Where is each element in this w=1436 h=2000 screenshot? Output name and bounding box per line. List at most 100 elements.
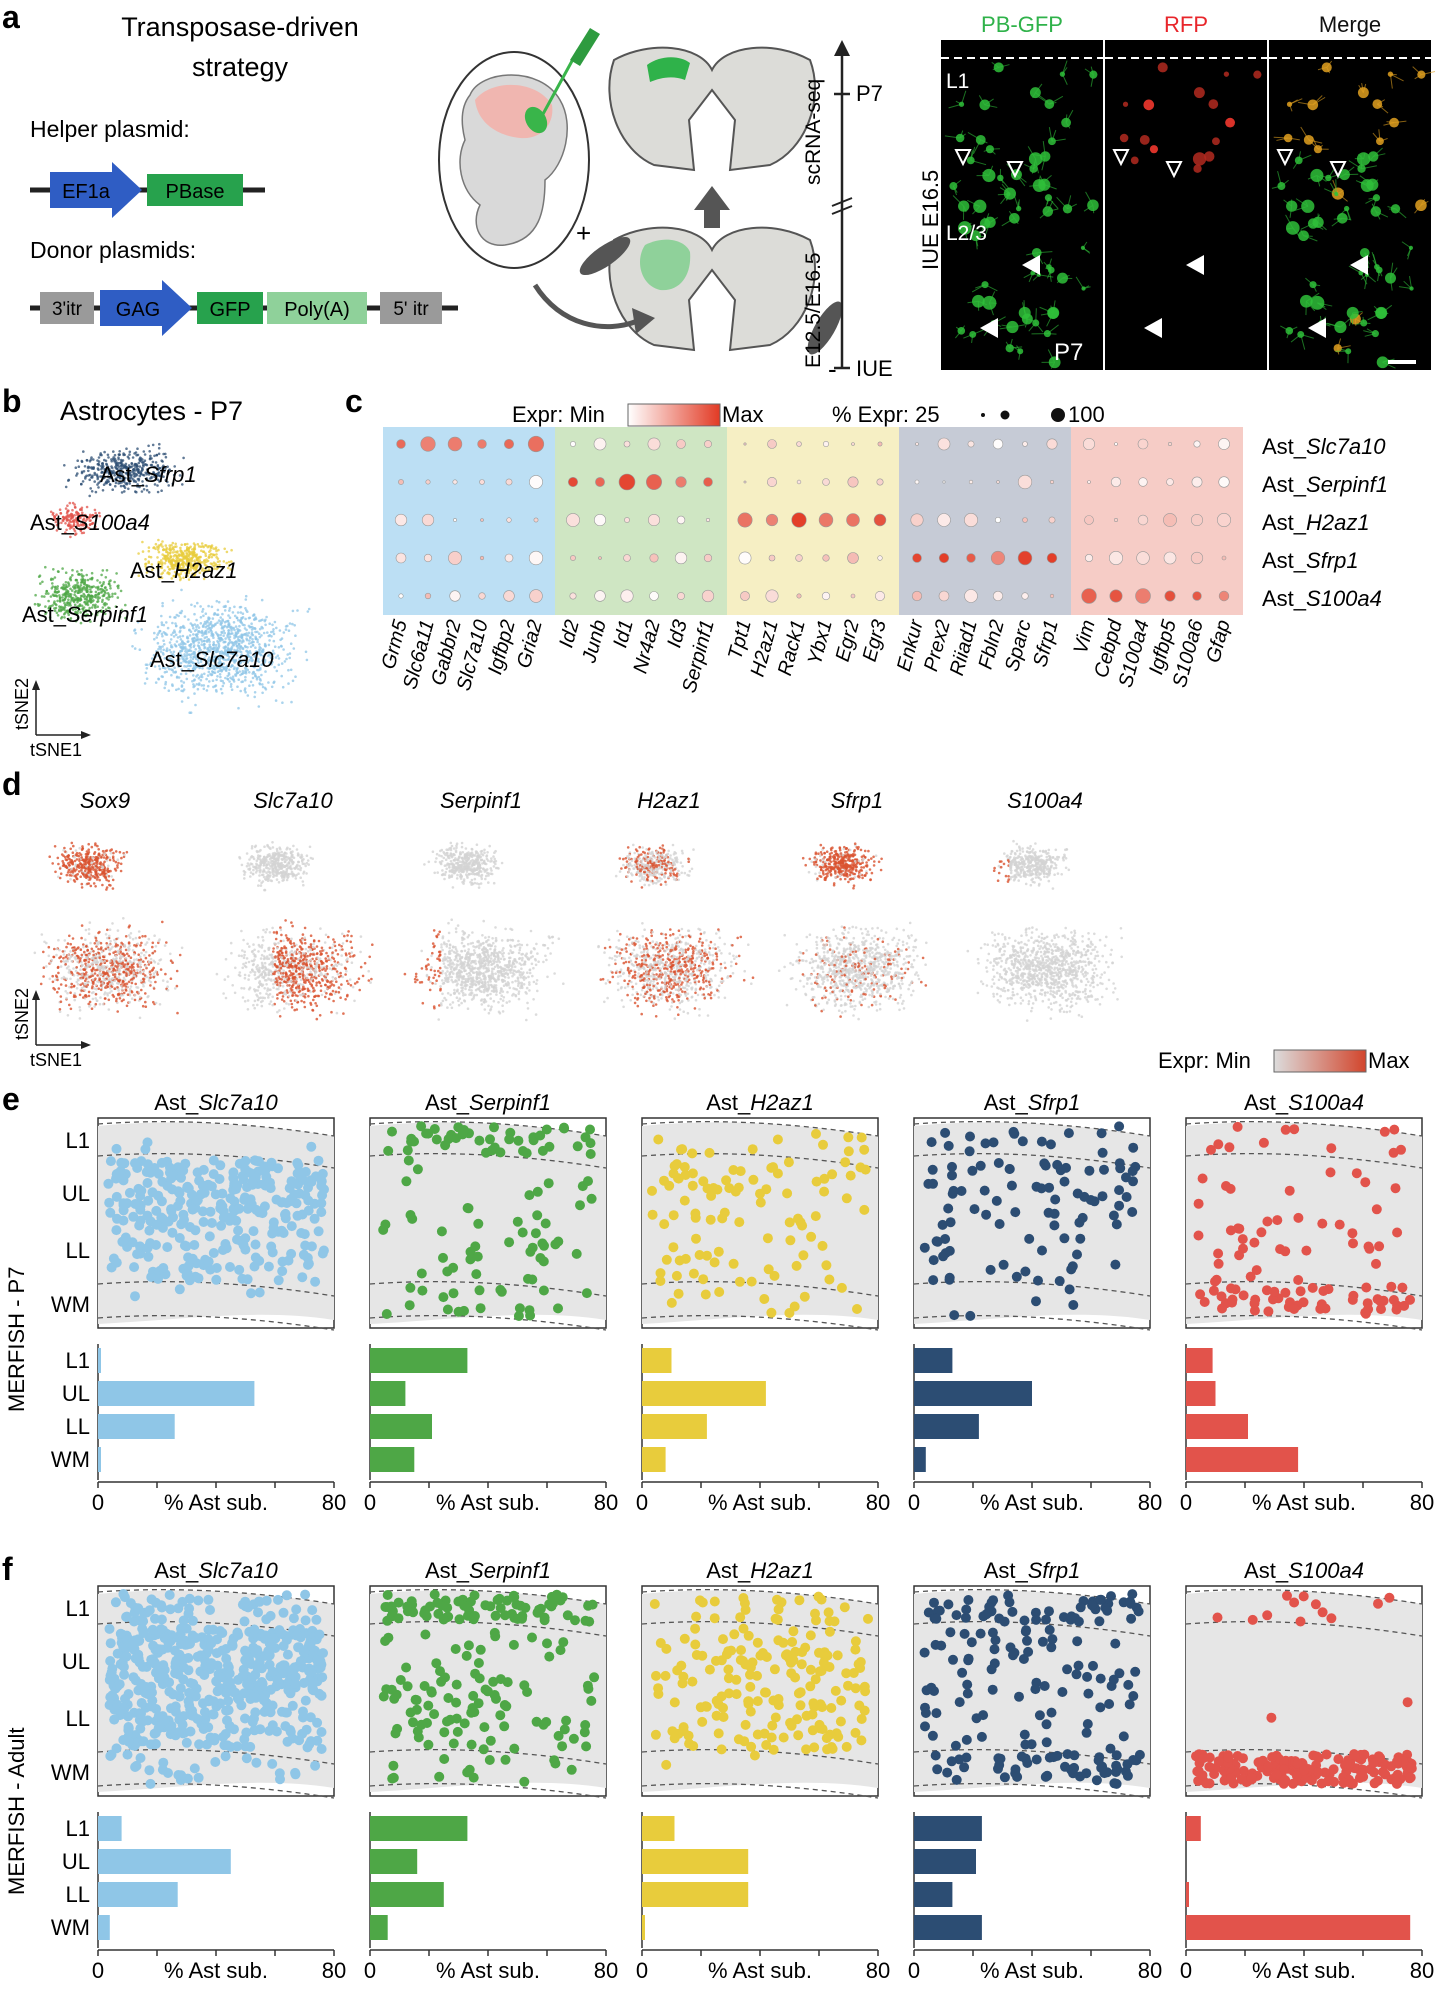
tsne-point-slc7a10 — [198, 630, 202, 634]
micrograph-cell — [1376, 356, 1389, 369]
micrograph-cell — [1193, 164, 1202, 173]
dot-sparc-row-4 — [1021, 592, 1029, 600]
feature-point-sox9 — [120, 988, 124, 991]
feature-point-slc7a10 — [268, 854, 272, 858]
tsne-point-serpinf1 — [104, 591, 107, 595]
feature-point-sox9 — [125, 1004, 129, 1008]
feature-point-sox9 — [91, 856, 94, 859]
micrograph-process — [1061, 60, 1068, 75]
feature-point-sox9 — [109, 851, 113, 855]
feature-point-sox9 — [129, 985, 133, 988]
tsne-point-slc7a10 — [207, 604, 210, 608]
tsne-point-sfrp1 — [151, 443, 155, 447]
tsne-point-slc7a10 — [251, 684, 255, 687]
dot-ybx1-row-3 — [822, 554, 830, 562]
feature-point-sox9 — [107, 864, 110, 868]
tsne-point-slc7a10 — [281, 701, 284, 704]
feature-point-slc7a10 — [285, 875, 289, 878]
tsne-point-serpinf1 — [103, 586, 107, 590]
tsne-point-serpinf1 — [94, 593, 97, 597]
feature-point-sox9 — [152, 975, 156, 979]
feature-point-sox9 — [143, 954, 146, 957]
feature-point-sox9 — [78, 959, 82, 962]
feature-point-sox9 — [176, 1011, 179, 1015]
tsne-point-sfrp1 — [80, 471, 84, 475]
tsne-point-serpinf1 — [109, 587, 112, 590]
feature-point-slc7a10 — [285, 870, 288, 874]
feature-point-slc7a10 — [270, 859, 273, 863]
tsne-point-serpinf1 — [108, 584, 112, 588]
dot-fbln2-row-1 — [996, 480, 1000, 484]
tsne-point-slc7a10 — [155, 636, 158, 639]
dot-prex2-row-4 — [938, 590, 950, 602]
tsne-point-h2az1 — [201, 545, 204, 548]
tsne-point-slc7a10 — [229, 685, 233, 688]
feature-point-sox9 — [78, 1017, 82, 1020]
feature-point-sox9 — [121, 955, 124, 958]
micrograph-process — [972, 205, 981, 215]
feature-point-sox9 — [97, 857, 100, 860]
micrograph-process — [1378, 129, 1381, 142]
feature-point-sox9 — [70, 971, 74, 975]
feature-point-sox9 — [117, 861, 120, 865]
tsne-point-slc7a10 — [196, 687, 200, 691]
micrograph-process — [1000, 193, 1009, 205]
tsne-point-h2az1 — [171, 541, 175, 545]
feature-point-sox9 — [124, 957, 128, 960]
tsne-point-serpinf1 — [74, 589, 78, 593]
tsne-point-h2az1 — [204, 554, 208, 557]
tsne-point-sfrp1 — [100, 453, 103, 457]
tsne-point-h2az1 — [161, 540, 164, 543]
micrograph-process — [1420, 198, 1426, 206]
feature-point-sox9 — [89, 868, 93, 871]
micrograph-process — [1056, 277, 1063, 284]
tsne-point-sfrp1 — [135, 490, 138, 494]
tsne-point-slc7a10 — [286, 653, 290, 656]
helper-part-1: PBase — [166, 181, 225, 203]
micrograph-process — [989, 216, 999, 223]
tsne-point-sfrp1 — [93, 471, 96, 475]
tsne-point-serpinf1 — [113, 580, 116, 584]
pct-legend-dot-large — [1051, 408, 1065, 422]
feature-point-slc7a10 — [247, 867, 250, 871]
dot-egr2-row-1 — [847, 476, 859, 488]
feature-point-sox9 — [67, 971, 71, 974]
feature-point-sox9 — [64, 864, 68, 868]
feature-point-sox9 — [131, 937, 135, 941]
tsne-point-h2az1 — [164, 544, 168, 547]
feature-point-sox9 — [74, 969, 78, 973]
feature-point-sox9 — [74, 956, 78, 959]
tsne-point-slc7a10 — [288, 622, 292, 625]
micrograph-process — [964, 227, 968, 239]
tsne-point-sfrp1 — [149, 454, 152, 458]
tsne-point-slc7a10 — [270, 685, 274, 689]
micrograph-process — [1008, 210, 1015, 219]
feature-point-sox9 — [73, 992, 77, 995]
feature-point-slc7a10 — [275, 878, 279, 881]
tsne-point-slc7a10 — [235, 616, 239, 620]
feature-point-slc7a10 — [256, 856, 260, 859]
feature-point-sox9 — [114, 860, 118, 864]
tsne-point-sfrp1 — [123, 490, 126, 493]
micrograph-process — [1387, 205, 1396, 210]
feature-point-slc7a10 — [250, 862, 254, 866]
tsne-point-slc7a10 — [188, 634, 192, 637]
tsne-point-slc7a10 — [192, 627, 195, 630]
feature-point-sox9 — [136, 942, 139, 946]
tsne-point-serpinf1 — [40, 595, 44, 598]
strategy-title-1: Transposase-driven — [121, 12, 359, 42]
micrograph-process — [1395, 208, 1407, 219]
tsne-point-slc7a10 — [247, 624, 251, 628]
tsne-point-serpinf1 — [119, 589, 123, 593]
dot-s100a4-row-4 — [1135, 588, 1151, 604]
tsne-point-slc7a10 — [290, 700, 293, 704]
tsne-point-serpinf1 — [61, 567, 64, 570]
tsne-point-sfrp1 — [157, 446, 161, 450]
tsne-point-h2az1 — [215, 553, 218, 556]
tsne-point-slc7a10 — [232, 626, 235, 630]
feature-point-sox9 — [104, 967, 107, 970]
feature-point-sox9 — [54, 974, 58, 977]
donor-plasmid-label: Donor plasmids: — [30, 237, 196, 263]
tsne-point-slc7a10 — [165, 621, 168, 624]
feature-point-sox9 — [108, 977, 111, 981]
